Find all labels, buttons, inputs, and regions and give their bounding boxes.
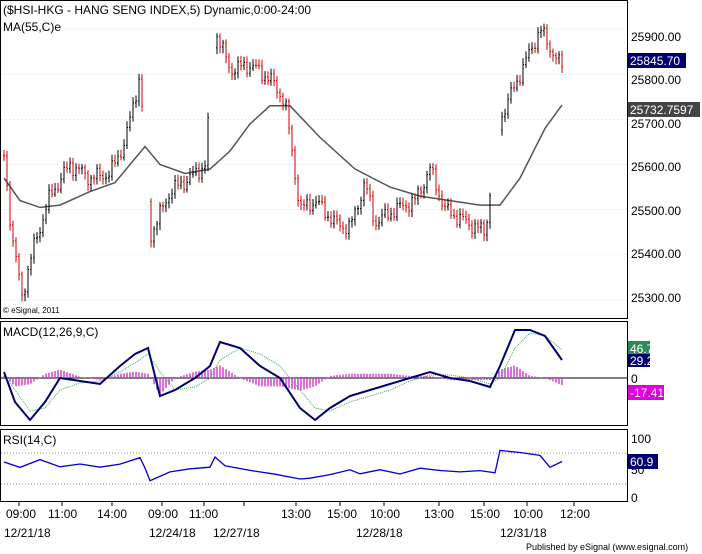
rsi-panel-frame xyxy=(0,429,628,502)
time-axis xyxy=(18,502,575,506)
price-panel-frame xyxy=(0,0,628,319)
price-tick-25900: 25900.00 xyxy=(631,30,681,44)
ma-value-badge xyxy=(628,102,700,117)
date-label-1: 12/24/18 xyxy=(149,526,196,540)
time-label-2: 14:00 xyxy=(97,507,127,521)
signal-value-badge xyxy=(628,354,650,367)
time-label-6: 15:00 xyxy=(327,507,357,521)
macd-zero-label: 0 xyxy=(631,372,638,386)
macd-label: MACD(12,26,9,C) xyxy=(3,325,98,339)
macd-value-badge xyxy=(628,341,650,356)
ma-label: MA(55,C)e xyxy=(3,20,61,34)
ma-path xyxy=(3,104,563,209)
rsi-tick-100: 100 xyxy=(631,432,651,446)
time-label-9: 15:00 xyxy=(470,507,500,521)
copyright: © eSignal, 2011 xyxy=(3,306,60,315)
last-price-badge xyxy=(628,53,686,68)
time-label-4: 11:00 xyxy=(189,507,218,521)
hist-value: -17.41 xyxy=(630,386,664,400)
price-tick-25600: 25600.00 xyxy=(631,160,681,174)
time-label-8: 13:00 xyxy=(424,507,454,521)
ma-line xyxy=(3,104,563,209)
time-label-11: 12:00 xyxy=(560,507,590,521)
rsi-tick-0: 0 xyxy=(631,491,638,505)
rsi-value-badge xyxy=(628,454,658,469)
price-grid xyxy=(1,28,627,301)
time-label-0: 09:00 xyxy=(6,507,36,521)
ma-value: 25732.7597 xyxy=(630,103,694,117)
price-tick-25700: 25700.00 xyxy=(631,117,681,131)
price-axis: 25900.00 25800.00 25700.00 25600.00 2550… xyxy=(631,30,681,305)
price-tick-25400: 25400.00 xyxy=(631,247,681,261)
macd-line xyxy=(3,329,563,422)
macd-value: 46.7 xyxy=(630,342,654,356)
hist-value-badge xyxy=(628,385,664,400)
candles xyxy=(3,23,563,302)
time-label-3: 09:00 xyxy=(148,507,178,521)
price-tick-25500: 25500.00 xyxy=(631,204,681,218)
price-tick-25800: 25800.00 xyxy=(631,73,681,87)
price-tick-25300: 25300.00 xyxy=(631,291,681,305)
date-label-3: 12/28/18 xyxy=(356,526,403,540)
signal-value: 29.29 xyxy=(630,354,660,368)
last-price-value: 25845.70 xyxy=(630,54,680,68)
date-label-2: 12/27/18 xyxy=(213,526,260,540)
time-label-10: 10:00 xyxy=(513,507,543,521)
time-label-7: 10:00 xyxy=(370,507,400,521)
time-label-5: 13:00 xyxy=(281,507,311,521)
time-label-1: 11:00 xyxy=(48,507,77,521)
rsi-line xyxy=(3,449,563,482)
chart-title: ($HSI-HKG - HANG SENG INDEX,5) Dynamic,0… xyxy=(3,3,311,17)
rsi-label: RSI(14,C) xyxy=(3,433,56,447)
date-label-4: 12/31/18 xyxy=(500,526,547,540)
date-label-0: 12/21/18 xyxy=(4,526,51,540)
footer-credit: Published by eSignal (www.esignal.com) xyxy=(526,542,688,552)
rsi-value: 60.9 xyxy=(630,455,654,469)
